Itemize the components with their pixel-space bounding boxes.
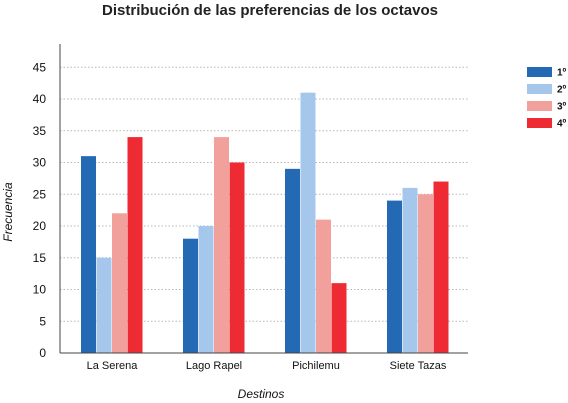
y-tick-label: 40: [33, 92, 47, 106]
y-tick-label: 25: [33, 187, 47, 201]
bar: [96, 257, 112, 353]
bar: [402, 187, 418, 353]
bar: [285, 168, 300, 353]
bar: [387, 200, 402, 353]
bars: [81, 92, 449, 354]
y-tick-label: 15: [33, 251, 47, 265]
legend-swatch: [527, 101, 552, 111]
legend-label: 4º: [557, 119, 567, 130]
bar: [433, 181, 449, 353]
y-tick-label: 45: [33, 60, 47, 74]
chart-title: Distribución de las preferencias de los …: [102, 2, 438, 19]
y-tick-labels: 0 5 10 15 20 25 30 35 40 45: [33, 60, 47, 360]
y-tick-label: 35: [33, 124, 47, 138]
bar: [331, 283, 347, 353]
bar: [300, 92, 316, 354]
bar: [198, 226, 214, 353]
bar: [81, 156, 96, 353]
y-tick-label: 10: [33, 283, 47, 297]
x-tick-label: Lago Rapel: [186, 360, 242, 372]
bar: [418, 194, 433, 353]
bar: [316, 219, 331, 353]
y-tick-label: 0: [39, 346, 46, 360]
legend-swatch: [527, 118, 552, 128]
legend: 1º 2º 3º 4º: [527, 67, 567, 130]
bar: [127, 137, 143, 353]
x-tick-label: Siete Tazas: [390, 360, 447, 372]
x-tick-labels: La Serena Lago Rapel Pichilemu Siete Tazas: [87, 360, 447, 372]
y-tick-label: 20: [33, 219, 47, 233]
y-axis-label: Frecuencia: [1, 182, 15, 242]
legend-swatch: [527, 67, 552, 77]
legend-swatch: [527, 84, 552, 94]
x-tick-label: La Serena: [87, 360, 139, 372]
bar: [183, 238, 198, 353]
legend-label: 1º: [557, 68, 567, 79]
legend-label: 2º: [557, 85, 567, 96]
y-tick-label: 5: [39, 314, 46, 328]
x-tick-label: Pichilemu: [292, 360, 340, 372]
x-axis-label: Destinos: [238, 387, 285, 401]
bar: [229, 162, 245, 353]
legend-label: 3º: [557, 102, 567, 113]
y-tick-label: 30: [33, 156, 47, 170]
bar: [214, 137, 229, 353]
bar: [112, 213, 127, 353]
